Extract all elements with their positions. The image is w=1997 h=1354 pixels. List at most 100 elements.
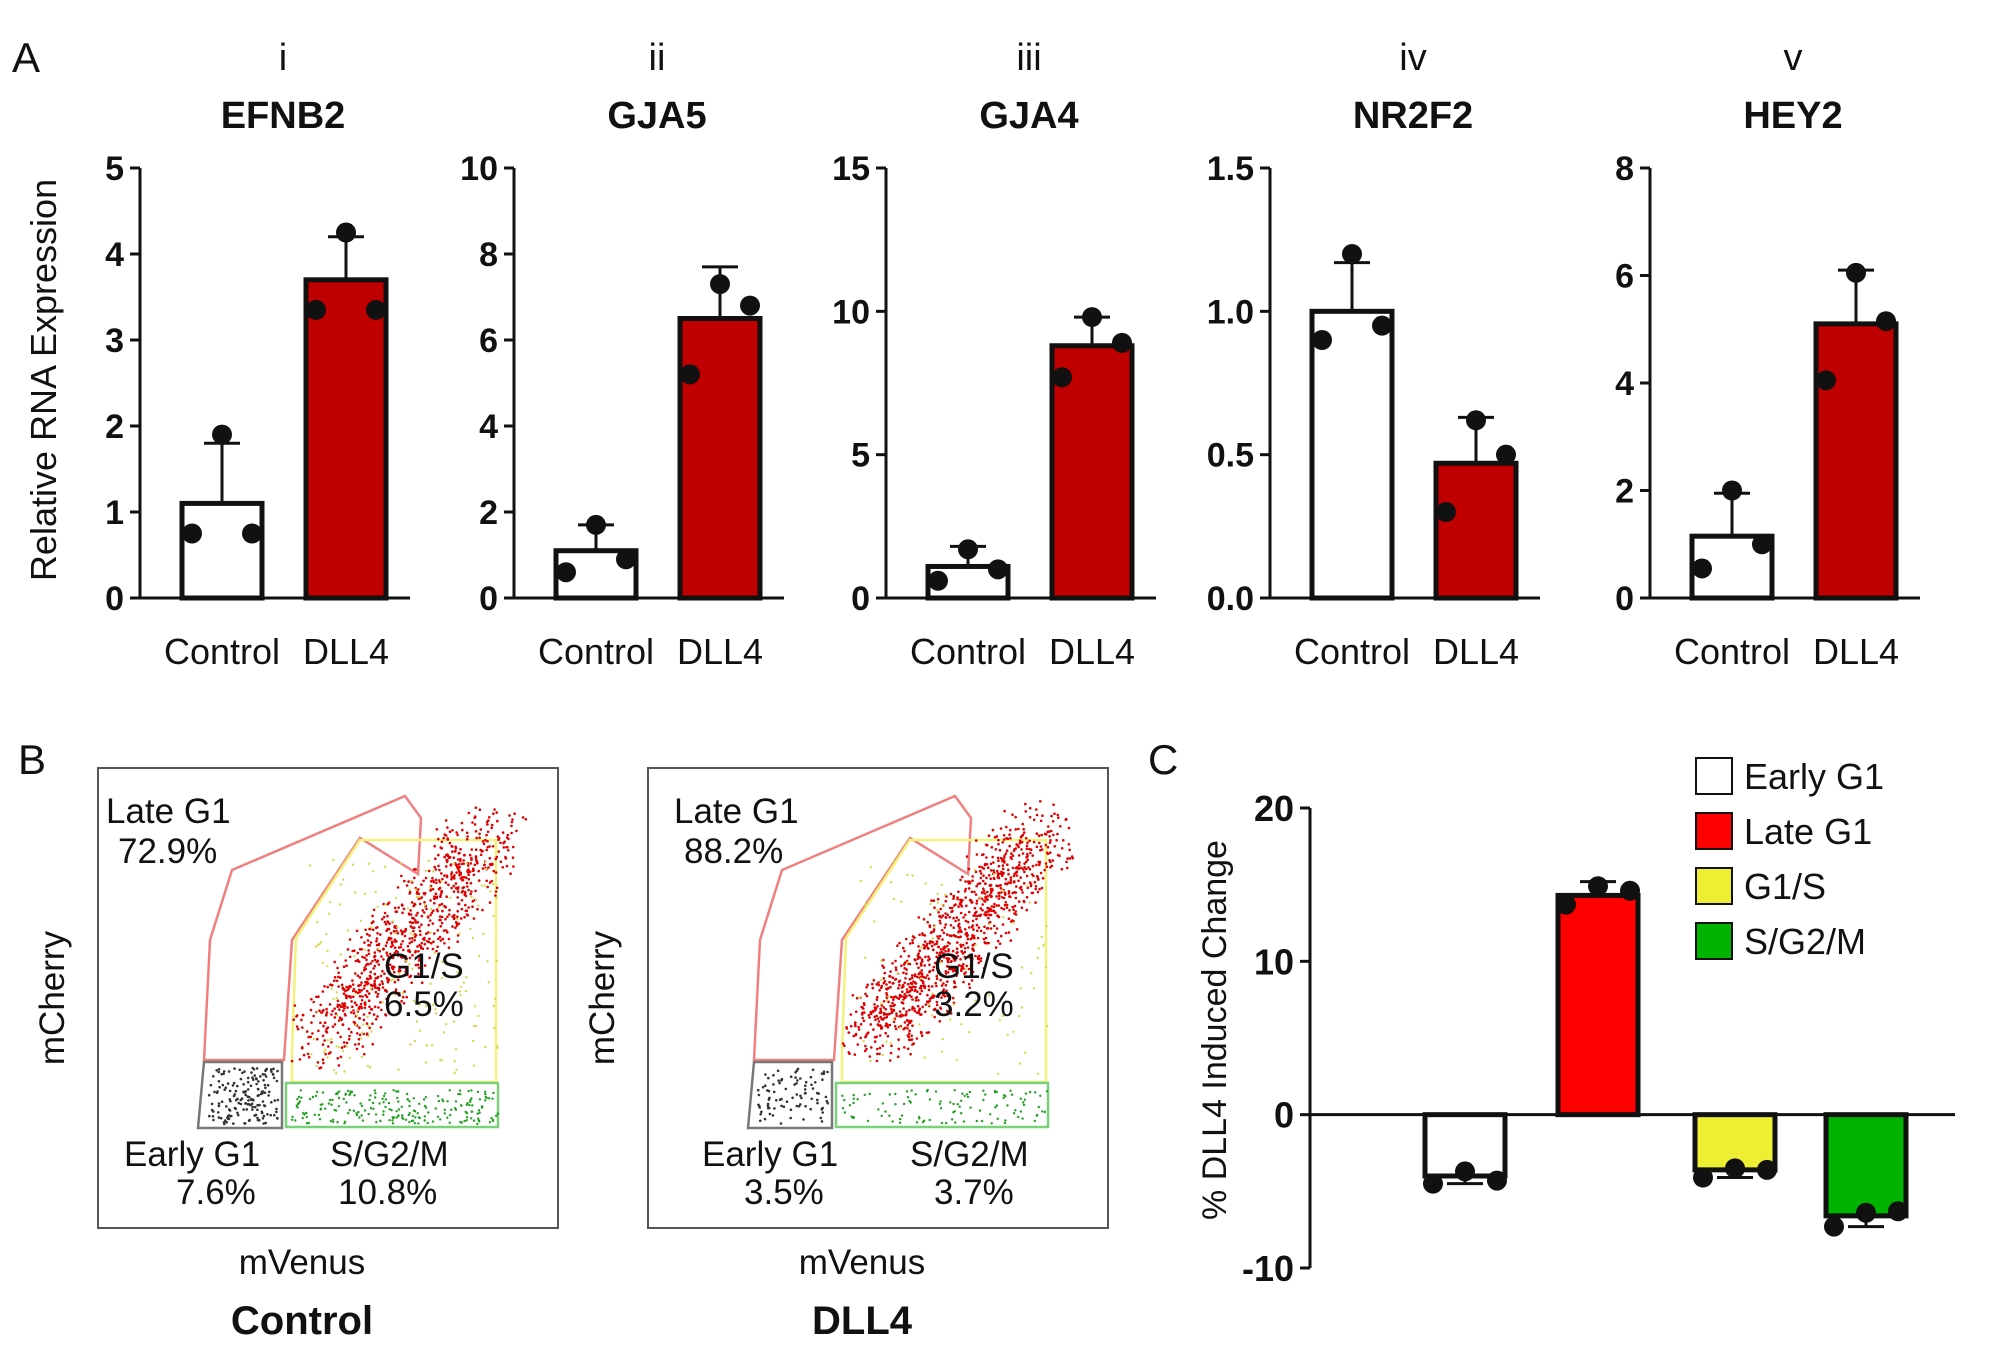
late-g1-event — [1048, 859, 1051, 862]
late-g1-event — [468, 870, 472, 873]
sg2m-event — [439, 1118, 442, 1121]
late-g1-event — [327, 1045, 330, 1048]
flow-plot-title: Control — [231, 1299, 373, 1343]
sg2m-event — [305, 1115, 308, 1119]
late-g1-event — [890, 1007, 893, 1011]
late-g1-event — [1008, 833, 1011, 836]
late-g1-event — [997, 884, 1000, 888]
late-g1-event — [337, 985, 340, 988]
late-g1-event — [309, 1008, 313, 1012]
late-g1-event — [1056, 813, 1060, 817]
early-g1-event — [264, 1069, 267, 1073]
late-g1-event — [1036, 890, 1040, 894]
late-g1-event — [967, 967, 971, 971]
late-g1-event — [988, 884, 992, 888]
sg2m-event — [952, 1102, 955, 1106]
g1s-event — [873, 920, 876, 923]
bar-late-g1 — [1555, 892, 1641, 1118]
late-g1-event — [918, 972, 921, 976]
late-g1-event — [919, 984, 923, 988]
bar-dll4 — [1813, 321, 1899, 601]
early-g1-event — [244, 1093, 247, 1097]
early-g1-event — [804, 1104, 807, 1108]
late-g1-event — [1028, 839, 1031, 843]
late-g1-event — [878, 1052, 881, 1056]
late-g1-event — [376, 992, 380, 996]
g1s-event — [429, 908, 433, 911]
late-g1-event — [364, 980, 367, 984]
late-g1-event — [905, 1012, 908, 1016]
late-g1-event — [363, 1052, 366, 1056]
late-g1-event — [971, 879, 974, 882]
late-g1-event — [413, 868, 416, 871]
early-g1-label: Early G1 — [124, 1135, 260, 1174]
g1s-label: G1/S — [934, 947, 1014, 986]
g1s-event — [948, 1007, 951, 1010]
late-g1-event — [440, 921, 444, 925]
late-g1-event — [416, 945, 419, 948]
late-g1-event — [456, 833, 459, 837]
x-tick-label: DLL4 — [1049, 631, 1135, 672]
late-g1-event — [380, 980, 384, 983]
late-g1-event — [447, 937, 451, 941]
g1s-event — [434, 1012, 438, 1015]
late-g1-event — [456, 940, 460, 943]
late-g1-event — [325, 1014, 328, 1017]
sg2m-event — [345, 1101, 348, 1104]
late-g1-event — [470, 856, 473, 860]
early-g1-event — [256, 1087, 260, 1091]
late-g1-event — [856, 1043, 860, 1046]
late-g1-event — [885, 988, 889, 991]
late-g1-event — [331, 1009, 334, 1013]
late-g1-event — [460, 821, 464, 825]
g1s-event — [345, 1045, 348, 1048]
late-g1-event — [440, 847, 444, 850]
late-g1-event — [894, 968, 898, 972]
data-point — [1722, 480, 1742, 501]
late-g1-event — [938, 951, 942, 954]
late-g1-event — [1060, 867, 1064, 871]
sg2m-event — [369, 1094, 372, 1097]
late-g1-event — [418, 925, 421, 929]
late-g1-event — [443, 833, 447, 836]
late-g1-event — [335, 979, 339, 983]
late-g1-event — [920, 972, 924, 975]
late-g1-event — [1003, 809, 1006, 813]
late-g1-event — [905, 937, 908, 941]
late-g1-event — [1039, 819, 1043, 823]
g1s-event — [410, 879, 413, 883]
late-g1-event — [923, 984, 926, 988]
late-g1-event — [373, 1005, 377, 1009]
late-g1-event — [1004, 893, 1007, 896]
early-g1-event — [804, 1084, 807, 1088]
late-g1-event — [961, 898, 964, 902]
late-g1-event — [917, 916, 921, 919]
g1s-event — [339, 903, 342, 906]
data-point — [680, 364, 700, 385]
late-g1-event — [390, 956, 394, 960]
sg2m-event — [954, 1121, 957, 1124]
late-g1-event — [472, 867, 475, 870]
sg2m-event — [476, 1122, 479, 1126]
late-g1-event — [447, 883, 450, 887]
early-g1-event — [759, 1112, 762, 1116]
early-g1-event — [768, 1106, 771, 1110]
late-g1-event — [979, 929, 983, 933]
late-g1-event — [965, 941, 968, 945]
sg2m-event — [940, 1121, 944, 1125]
late-g1-event — [365, 932, 369, 936]
late-g1-event — [983, 862, 987, 866]
late-g1-event — [894, 977, 898, 981]
early-g1-event — [826, 1101, 829, 1105]
late-g1-event — [404, 955, 407, 958]
late-g1-event — [973, 911, 977, 915]
sg2m-event — [909, 1101, 912, 1104]
late-g1-event — [391, 966, 394, 969]
late-g1-event — [490, 826, 494, 830]
g1s-event — [433, 951, 436, 955]
late-g1-event — [955, 974, 958, 978]
early-g1-event — [261, 1100, 265, 1103]
sg2m-event — [1039, 1094, 1042, 1098]
late-g1-event — [1039, 845, 1043, 848]
g1s-event — [408, 888, 411, 891]
